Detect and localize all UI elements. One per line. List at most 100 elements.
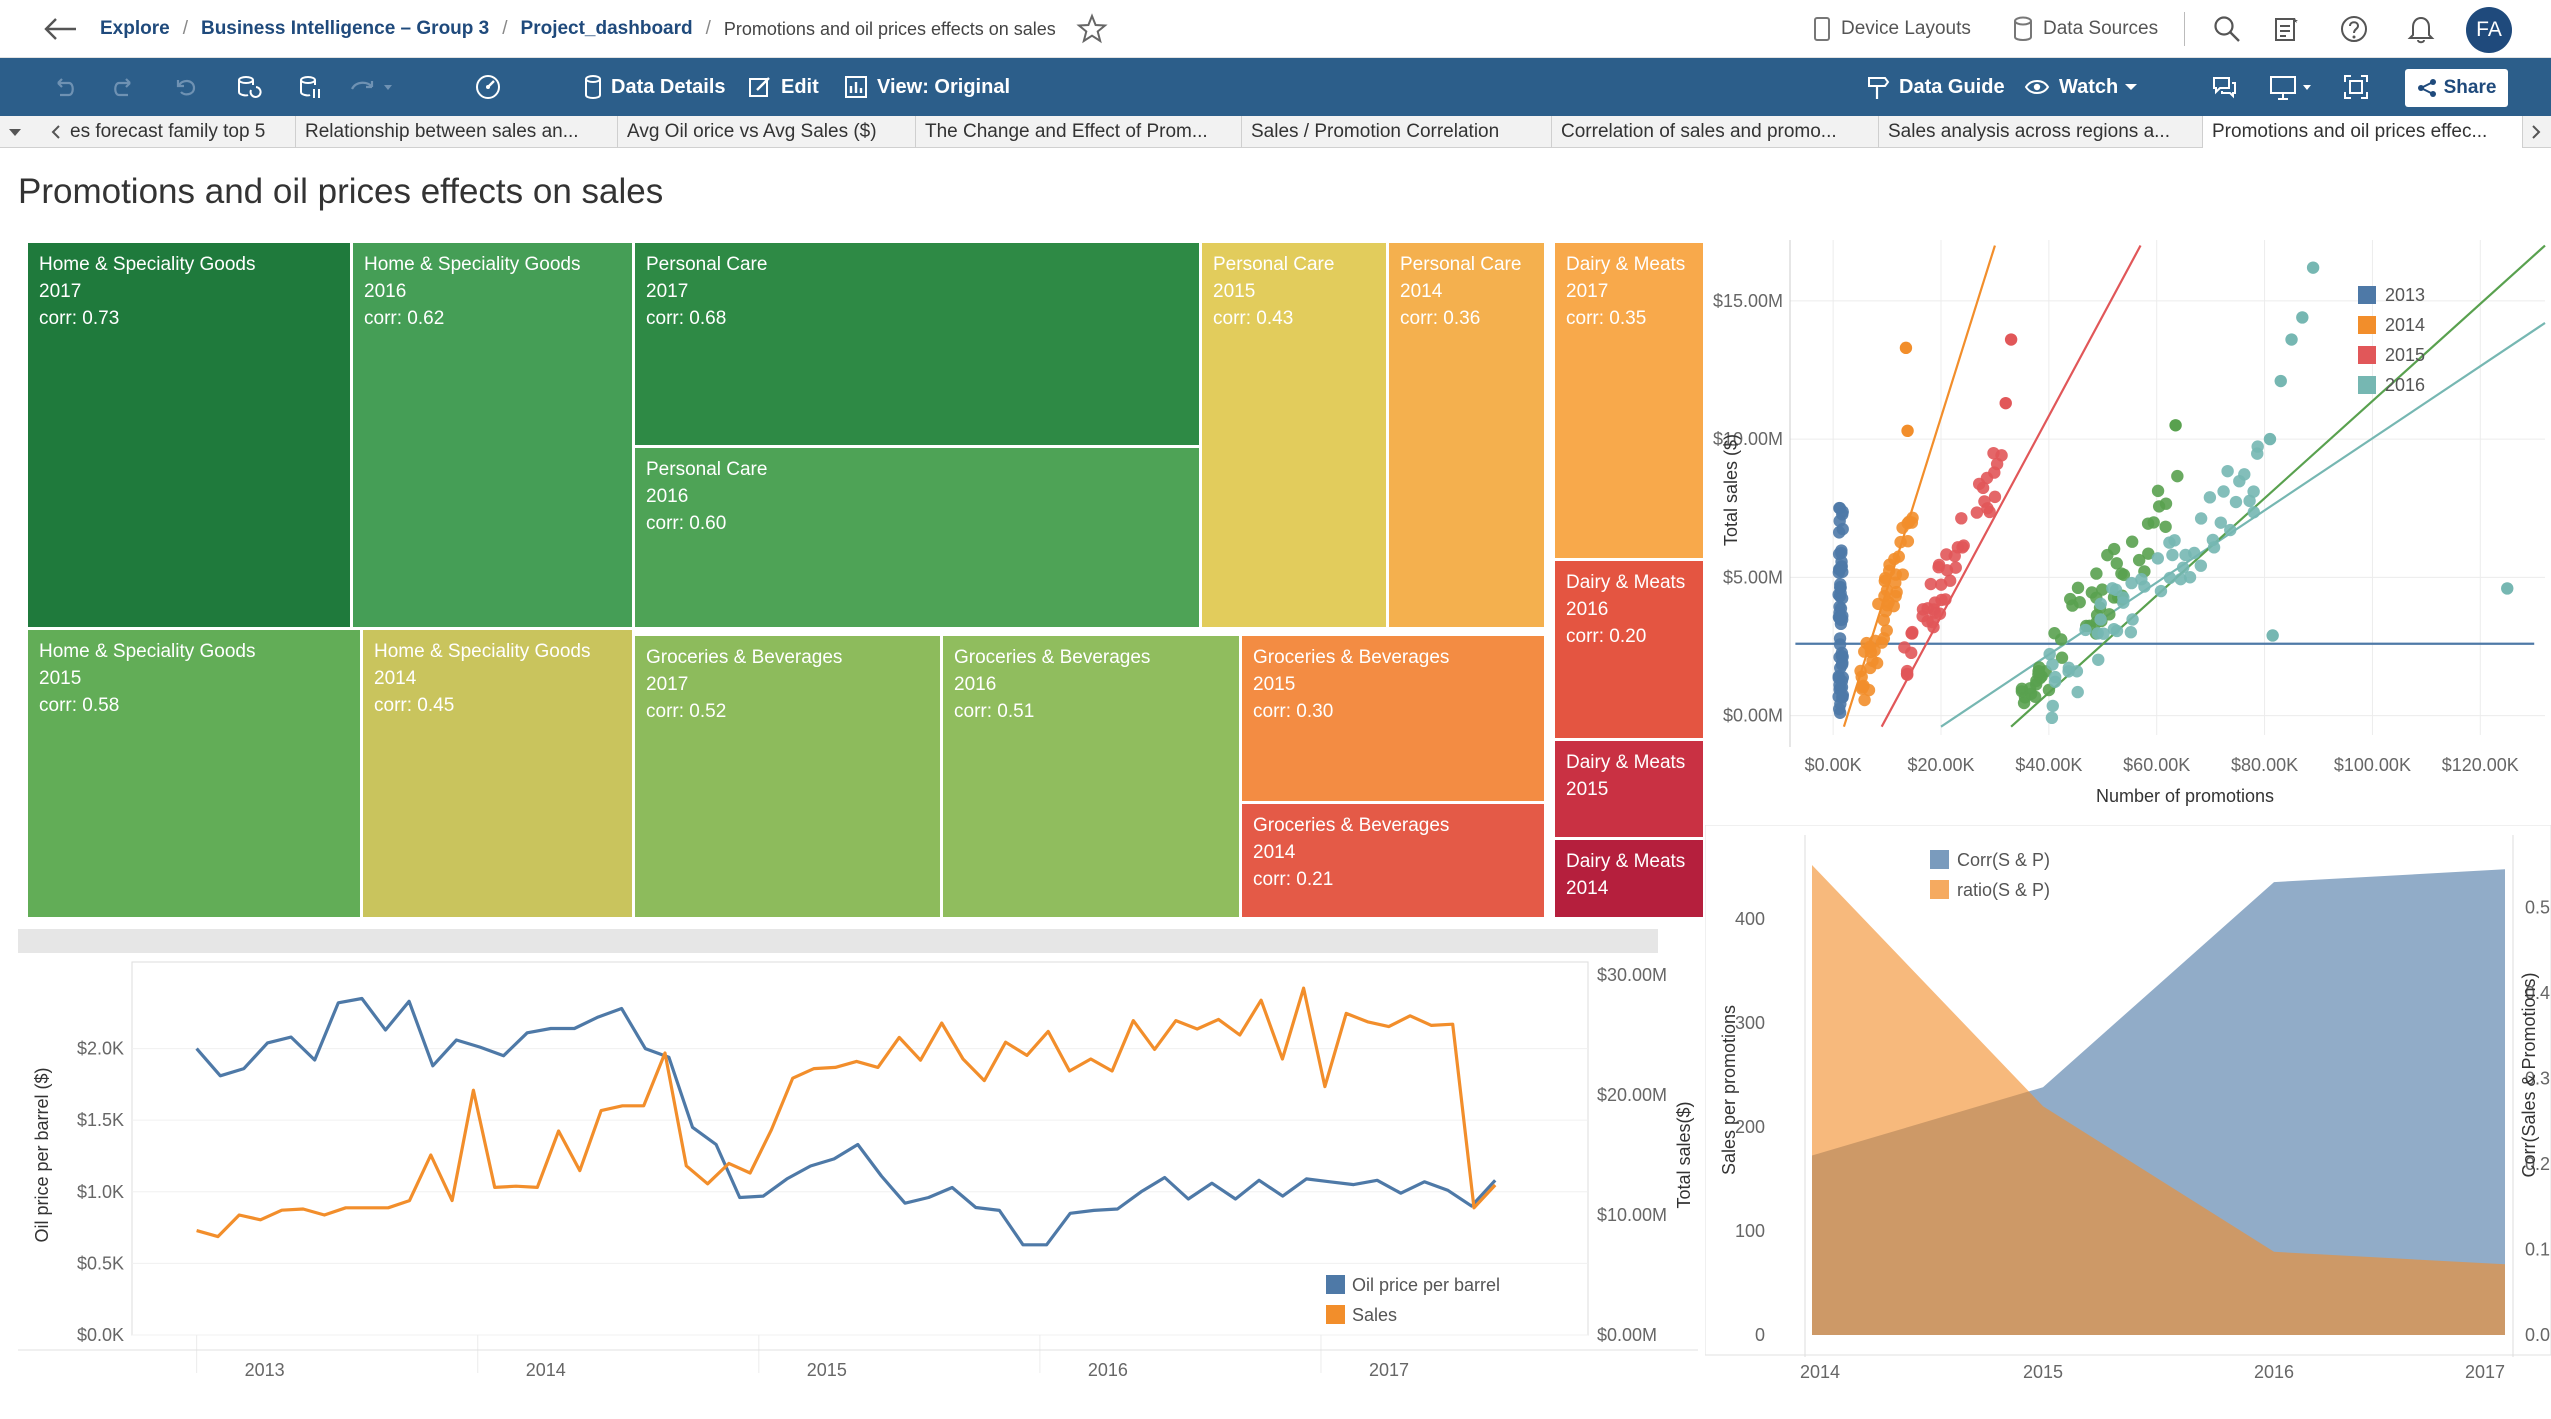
treemap-cell[interactable]: Home & Speciality Goods 2014 corr: 0.45 (363, 630, 635, 920)
breadcrumb-project[interactable]: Business Intelligence – Group 3 (200, 18, 490, 39)
scatter-point (1870, 656, 1884, 670)
tab-avg-oil-price[interactable]: Avg Oil orice vs Avg Sales ($) (618, 116, 916, 148)
tabs-menu-caret-icon[interactable] (8, 128, 22, 138)
scatter-point (1835, 592, 1849, 605)
legend-label: Oil price per barrel (1352, 1275, 1500, 1295)
y-right-tick-label: $0.00M (1597, 1325, 1657, 1345)
scatter-point (2151, 552, 2165, 565)
watch-button[interactable]: Watch (2024, 58, 2138, 116)
treemap-cell[interactable]: Dairy & Meats 2015 (1555, 741, 1706, 840)
share-icon (2417, 79, 2436, 97)
replay-animation-icon[interactable] (348, 73, 396, 101)
redo-icon[interactable] (110, 73, 138, 101)
treemap-cell[interactable]: Dairy & Meats 2014 (1555, 840, 1706, 920)
treemap-cell[interactable]: Personal Care 2014 corr: 0.36 (1389, 243, 1547, 630)
scatter-point (1983, 505, 1996, 519)
treemap-corr-label: corr: 0.68 (646, 308, 727, 329)
fullscreen-icon[interactable] (2342, 73, 2370, 101)
favorite-star-icon[interactable] (1076, 13, 1108, 45)
scatter-point (1889, 576, 1902, 589)
treemap-cell[interactable]: Home & Speciality Goods 2015 corr: 0.58 (28, 630, 363, 920)
notifications-bell-icon[interactable] (2407, 14, 2435, 44)
scatter-point (2073, 596, 2086, 609)
tab-sales-regions[interactable]: Sales analysis across regions a... (1879, 116, 2203, 148)
tabs-scroll-right-icon[interactable] (2530, 124, 2542, 140)
treemap-cell[interactable]: Dairy & Meats 2017 corr: 0.35 (1555, 243, 1706, 561)
scatter-point (2071, 685, 2084, 699)
scatter-point (2055, 651, 2069, 664)
scatter-point (2247, 485, 2260, 498)
search-icon[interactable] (2213, 15, 2241, 43)
database-icon (585, 75, 601, 99)
scatter-point (1894, 535, 1907, 549)
treemap-cell[interactable]: Dairy & Meats 2016 corr: 0.20 (1555, 561, 1706, 741)
scatter-point (2171, 469, 2184, 483)
scatter-point (1901, 668, 1914, 681)
user-avatar[interactable]: FA (2466, 7, 2512, 53)
revert-icon[interactable] (172, 73, 200, 101)
treemap-cell[interactable]: Personal Care 2016 corr: 0.60 (635, 448, 1202, 630)
y-left-tick-label: $0.5K (77, 1253, 124, 1273)
x-tick-label: $60.00K (2123, 755, 2190, 775)
watch-label: Watch (2059, 75, 2119, 98)
back-arrow-icon[interactable] (40, 14, 80, 44)
treemap-cell[interactable]: Groceries & Beverages 2016 corr: 0.51 (943, 636, 1242, 920)
scatter-point (1899, 341, 1913, 355)
top-bar: Explore / Business Intelligence – Group … (0, 0, 2551, 58)
tabs-scroll-left-icon[interactable] (50, 124, 62, 140)
scatter-point (1836, 609, 1849, 623)
breadcrumb-workbook[interactable]: Project_dashboard (520, 18, 693, 39)
present-icon[interactable] (2268, 73, 2316, 101)
x-tick-label: 2016 (2254, 1362, 2294, 1382)
refresh-data-icon[interactable] (234, 73, 262, 101)
data-sources-button[interactable]: Data Sources (2013, 0, 2158, 58)
legend-swatch (2358, 376, 2376, 394)
treemap-family-label: Dairy & Meats (1566, 851, 1686, 872)
undo-icon[interactable] (50, 73, 78, 101)
tab-promotions-oil-prices[interactable]: Promotions and oil prices effec... (2203, 116, 2523, 148)
scatter-point (2017, 696, 2031, 710)
treemap-cell[interactable]: Home & Speciality Goods 2017 corr: 0.73 (28, 243, 353, 630)
treemap-cell[interactable]: Personal Care 2015 corr: 0.43 (1202, 243, 1389, 630)
scatter-point (1833, 702, 1846, 716)
scatter-point (2233, 474, 2246, 488)
data-guide-button[interactable]: Data Guide (1866, 58, 2005, 116)
x-tick-label: $40.00K (2015, 755, 2082, 775)
comments-icon[interactable] (2210, 73, 2238, 101)
scatter-point (1955, 512, 1968, 525)
tab-change-effect-promotions[interactable]: The Change and Effect of Prom... (916, 116, 1242, 148)
treemap-cell[interactable]: Groceries & Beverages 2015 corr: 0.30 (1242, 636, 1547, 804)
y-tick-label: $0.00M (1723, 706, 1783, 726)
edit-button[interactable]: Edit (748, 58, 819, 116)
performance-gauge-icon[interactable] (474, 73, 502, 101)
scatter-point (2501, 582, 2514, 595)
treemap-year-label: 2017 (646, 281, 689, 302)
data-details-button[interactable]: Data Details (584, 58, 726, 116)
breadcrumb-explore[interactable]: Explore (100, 18, 170, 39)
treemap-cell[interactable]: Groceries & Beverages 2017 corr: 0.52 (635, 636, 943, 920)
sheet-tabs: es forecast family top 5 Relationship be… (0, 116, 2551, 148)
horizontal-scrollbar[interactable] (18, 929, 1658, 953)
x-tick-label: $0.00K (1805, 755, 1862, 775)
tab-forecast-family[interactable]: es forecast family top 5 (64, 116, 296, 148)
view-original-button[interactable]: View: Original (844, 58, 1010, 116)
legend-swatch (1326, 1305, 1345, 1324)
toolbar: Data Details Edit View: Original Data Gu… (0, 58, 2551, 116)
share-button[interactable]: Share (2405, 69, 2508, 107)
treemap-cell[interactable]: Groceries & Beverages 2014 corr: 0.21 (1242, 804, 1547, 920)
custom-views-icon[interactable] (2273, 15, 2301, 43)
pause-updates-icon[interactable] (296, 73, 324, 101)
treemap-cell[interactable]: Personal Care 2017 corr: 0.68 (635, 243, 1202, 448)
tab-correlation-sales-promo[interactable]: Correlation of sales and promo... (1552, 116, 1879, 148)
scatter-point (2048, 670, 2062, 684)
device-layouts-button[interactable]: Device Layouts (1813, 0, 1971, 58)
legend-swatch (2358, 316, 2376, 334)
treemap-cell[interactable]: Home & Speciality Goods 2016 corr: 0.62 (353, 243, 635, 630)
help-icon[interactable] (2339, 14, 2369, 44)
tab-sales-promotion-correlation[interactable]: Sales / Promotion Correlation (1242, 116, 1552, 148)
x-tick-label: 2016 (1088, 1360, 1128, 1380)
scatter-point (1833, 638, 1847, 651)
scatter-point (1880, 599, 1894, 612)
y-right-tick-label: $30.00M (1597, 965, 1667, 985)
tab-relationship-sales[interactable]: Relationship between sales an... (296, 116, 618, 148)
